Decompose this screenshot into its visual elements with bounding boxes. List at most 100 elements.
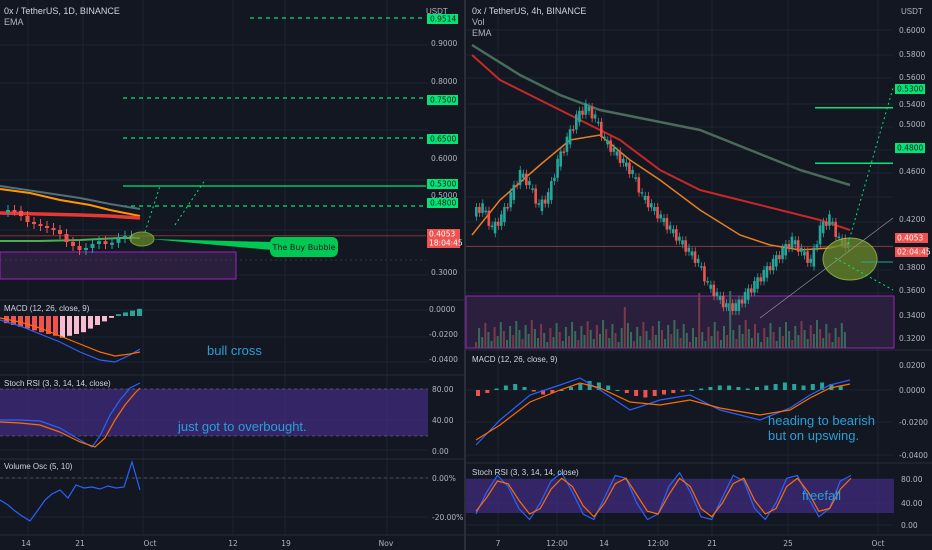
right-vol-bar-82	[729, 291, 732, 348]
right-candle-13-0	[596, 121, 600, 124]
right-macd-bar-38	[829, 384, 834, 390]
right-vol-bar-1	[478, 328, 481, 348]
left-macd-bar-19	[137, 308, 142, 316]
right-stoch-axis-0: 80.00	[901, 475, 923, 484]
left-ema-grey	[0, 185, 141, 210]
right-price-1: 0.5800	[899, 50, 925, 59]
right-candle-37-0	[821, 221, 825, 234]
right-candle-29-1	[750, 288, 753, 293]
left-macd-bar-11	[81, 316, 86, 333]
right-vol-bar-74	[704, 341, 707, 348]
right-candle-34-0	[793, 240, 797, 245]
left-macd-bar-7	[53, 316, 58, 336]
right-vol-bar-76	[710, 336, 713, 348]
right-candle-12-0	[587, 107, 591, 112]
left-candle-15	[103, 241, 108, 244]
left-x-tick-4: 19	[281, 539, 291, 548]
right-trend-line	[759, 217, 894, 319]
right-candle-22-2	[687, 247, 691, 252]
right-vol-bar-21	[540, 324, 543, 348]
right-vol-bar-4	[487, 332, 490, 348]
right-vol-bar-9	[502, 331, 505, 348]
right-vol-bar-106	[803, 330, 806, 348]
left-price-red-bg-10	[427, 238, 460, 248]
right-candle-38-2	[837, 236, 841, 239]
right-vol-bar-78	[716, 331, 719, 348]
right-vol-bar-116	[834, 328, 837, 348]
right-macd-bar-19	[652, 390, 657, 396]
right-candle-36-0	[812, 247, 816, 267]
right-vol-bar-107	[806, 339, 809, 348]
right-vol-label: Vol	[472, 17, 485, 27]
right-macd-bar-20	[662, 390, 666, 395]
right-macd-bar-23	[689, 390, 694, 391]
right-macd-bar-31	[764, 385, 769, 390]
right-candle-12-2	[593, 114, 597, 119]
right-vol-bar-96	[772, 332, 775, 348]
left-candle-16	[110, 242, 114, 245]
right-vol-bar-117	[837, 337, 840, 348]
right-vol-bar-112	[822, 338, 825, 348]
right-macd-bar-29	[745, 388, 750, 390]
right-macd-bar-9	[559, 390, 564, 391]
right-candle-19-1	[656, 206, 659, 219]
right-vol-bar-108	[809, 325, 812, 348]
right-vol-bar-101	[788, 331, 791, 348]
left-candle-1	[12, 210, 17, 212]
left-candle-12	[84, 248, 88, 250]
left-vosc	[0, 459, 428, 522]
right-vol-bar-35	[583, 335, 586, 348]
left-macd-line	[0, 319, 141, 363]
right-macd-bar-3	[503, 385, 508, 390]
left-price-red-10: 18:04:45	[429, 239, 463, 248]
right-candle-31-0	[765, 266, 769, 278]
right-candle-11-0	[578, 110, 581, 123]
right-vol-bar-79	[719, 340, 722, 348]
right-vol-bar-54	[642, 322, 645, 348]
right-candle-33-2	[790, 236, 794, 249]
right-candle-23-1	[693, 251, 697, 263]
right-stoch-axis-1: 40.00	[901, 499, 923, 508]
right-vol-bar-30	[568, 336, 570, 348]
right-candle-25-0	[709, 284, 712, 289]
right-candle-12-1	[590, 107, 594, 119]
right-projection-down	[834, 257, 894, 291]
left-price-red-bg-9	[427, 229, 460, 239]
right-price-tag-6: 0.4800	[897, 144, 923, 153]
right-candle-31-2	[771, 258, 775, 271]
left-price-tag-3: 0.7500	[430, 96, 456, 105]
right-macd-bar-4	[513, 384, 518, 390]
right-vol-bar-12	[512, 335, 515, 348]
right-vol-bar-71	[695, 337, 698, 348]
right-macd-bar-13	[596, 382, 601, 390]
bubble-label: The Buy Bubble	[271, 243, 335, 252]
right-stoch-title: Stoch RSI (3, 3, 14, 14, close)	[472, 468, 579, 477]
left-price-tag-bg-3	[427, 95, 458, 105]
right-candle-10-2	[575, 114, 578, 130]
right-candle-8-2	[556, 158, 559, 178]
left-candle-4	[32, 222, 36, 224]
left-candle-17	[116, 238, 121, 243]
right-vol-bar-99	[781, 336, 784, 348]
right-macd-bar-35	[801, 385, 806, 390]
right-vol-bar-73	[701, 332, 704, 348]
bull-cross-note: bull cross	[207, 343, 262, 358]
left-candle-18	[123, 236, 127, 238]
right-price-2: 0.5600	[899, 73, 925, 82]
left-price-red-9: 0.4053	[429, 230, 455, 239]
left-stoch	[0, 382, 428, 448]
right-vol-bar-57	[651, 326, 654, 348]
right-candle-24-1	[703, 266, 706, 282]
left-candle-7	[51, 228, 56, 230]
right-vol-bar-86	[741, 334, 744, 348]
right-title: 0x / TetherUS, 4h, BINANCE	[472, 6, 587, 16]
right-vol-bar-59	[657, 321, 660, 348]
left-price-tag-bg-4	[427, 134, 458, 144]
right-candle-17-1	[637, 177, 641, 193]
right-macd-bar-27	[727, 385, 732, 390]
right-vol-bar-104	[797, 335, 800, 348]
right-price-red-bg-9	[895, 233, 928, 243]
right-x-tick-6: Oct	[872, 539, 885, 548]
right-candle-3-2	[509, 192, 512, 208]
